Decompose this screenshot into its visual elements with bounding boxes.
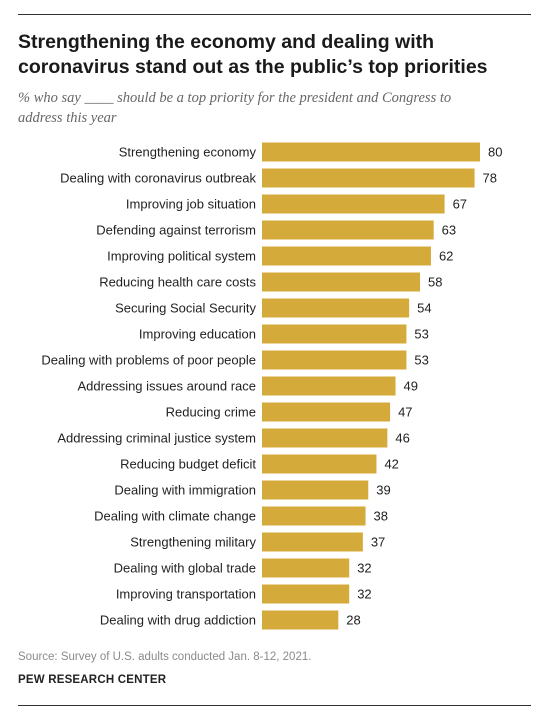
value-label: 78 <box>483 171 497 186</box>
chart-subtitle-line-2: address this year <box>18 110 117 126</box>
chart-title: Strengthening the economy and dealing wi… <box>18 30 538 80</box>
category-label: Improving transportation <box>116 587 256 602</box>
bar <box>262 428 388 448</box>
value-label: 37 <box>371 535 385 550</box>
bar <box>262 376 396 396</box>
bar <box>262 272 421 292</box>
bar-chart: Strengthening economy 80 Dealing with coro… <box>41 142 502 630</box>
category-label: Improving education <box>139 327 256 342</box>
chart-subtitle-line-1: % who say ____ should be a top priority … <box>18 90 452 106</box>
chart-subtitle: % who say ____ should be a top priority … <box>18 88 538 128</box>
category-label: Dealing with problems of poor people <box>41 353 256 368</box>
bottom-rule <box>18 705 531 706</box>
value-label: 42 <box>384 457 398 472</box>
bar <box>262 220 434 240</box>
top-rule <box>18 14 531 15</box>
bar <box>262 350 407 370</box>
value-label: 53 <box>414 353 428 368</box>
bar <box>262 324 407 344</box>
category-label: Addressing issues around race <box>78 379 257 394</box>
category-label: Reducing health care costs <box>99 275 256 290</box>
value-label: 39 <box>376 483 390 498</box>
bar <box>262 506 366 526</box>
value-label: 63 <box>442 223 456 238</box>
bar <box>262 558 350 578</box>
category-label: Strengthening military <box>130 535 256 550</box>
category-label: Improving political system <box>107 249 256 264</box>
category-label: Reducing crime <box>166 405 256 420</box>
value-label: 38 <box>374 509 388 524</box>
chart-title-line-2: coronavirus stand out as the public’s to… <box>18 56 488 78</box>
bar <box>262 168 475 188</box>
bar <box>262 194 445 214</box>
category-label: Reducing budget deficit <box>120 457 256 472</box>
category-label: Addressing criminal justice system <box>57 431 256 446</box>
category-label: Securing Social Security <box>115 301 256 316</box>
bar <box>262 480 369 500</box>
bar <box>262 532 363 552</box>
bar <box>262 610 339 630</box>
value-label: 62 <box>439 249 453 264</box>
category-label: Dealing with immigration <box>114 483 256 498</box>
value-label: 47 <box>398 405 412 420</box>
chart-title-line-1: Strengthening the economy and dealing wi… <box>18 31 435 53</box>
bar <box>262 246 431 266</box>
value-label: 67 <box>453 197 467 212</box>
bar <box>262 298 410 318</box>
bar <box>262 142 480 162</box>
value-label: 80 <box>488 145 502 160</box>
value-label: 46 <box>395 431 409 446</box>
category-label: Strengthening economy <box>119 145 257 160</box>
value-label: 54 <box>417 301 431 316</box>
value-label: 28 <box>346 613 360 628</box>
bar <box>262 584 350 604</box>
value-label: 32 <box>357 561 371 576</box>
value-label: 53 <box>414 327 428 342</box>
category-label: Dealing with climate change <box>94 509 256 524</box>
value-label: 32 <box>357 587 371 602</box>
value-label: 49 <box>404 379 418 394</box>
category-label: Improving job situation <box>126 197 256 212</box>
brand-label: PEW RESEARCH CENTER <box>18 674 167 686</box>
category-label: Dealing with coronavirus outbreak <box>60 171 256 186</box>
category-label: Dealing with global trade <box>114 561 256 576</box>
value-label: 58 <box>428 275 442 290</box>
source-note: Source: Survey of U.S. adults conducted … <box>18 651 312 663</box>
category-label: Dealing with drug addiction <box>100 613 256 628</box>
category-label: Defending against terrorism <box>96 223 256 238</box>
bar <box>262 402 391 422</box>
bar <box>262 454 377 474</box>
